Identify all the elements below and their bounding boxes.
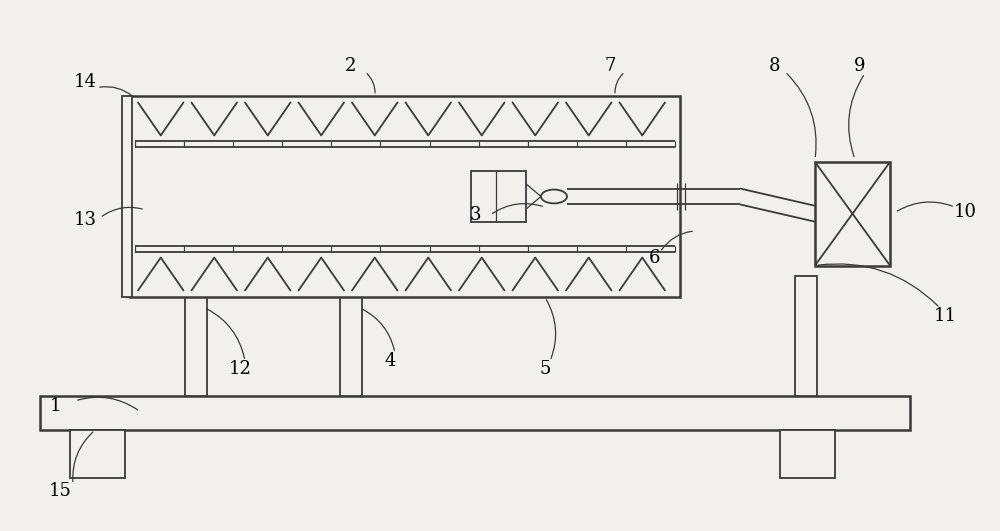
Text: 13: 13 bbox=[74, 211, 96, 229]
Bar bbox=[340, 297, 362, 396]
Text: 10: 10 bbox=[954, 203, 976, 221]
Circle shape bbox=[541, 190, 567, 203]
Text: 8: 8 bbox=[769, 57, 781, 75]
Bar bbox=[70, 430, 125, 478]
Text: 3: 3 bbox=[469, 206, 481, 224]
Bar bbox=[40, 396, 910, 430]
Text: 15: 15 bbox=[49, 482, 71, 500]
Text: 6: 6 bbox=[649, 249, 661, 267]
Text: 12: 12 bbox=[229, 360, 251, 378]
Text: 9: 9 bbox=[854, 57, 866, 75]
Text: 1: 1 bbox=[49, 397, 61, 415]
Text: 7: 7 bbox=[604, 57, 616, 75]
Text: 2: 2 bbox=[344, 57, 356, 75]
Bar bbox=[130, 96, 680, 297]
Bar bbox=[471, 171, 526, 222]
Text: 5: 5 bbox=[539, 360, 551, 378]
Bar bbox=[780, 430, 835, 478]
Text: 14: 14 bbox=[74, 73, 96, 91]
Bar bbox=[185, 297, 207, 396]
Text: 4: 4 bbox=[384, 352, 396, 370]
Bar bbox=[815, 162, 890, 266]
Bar bbox=[795, 276, 817, 396]
Text: 11: 11 bbox=[934, 307, 956, 325]
Bar bbox=[122, 96, 132, 297]
